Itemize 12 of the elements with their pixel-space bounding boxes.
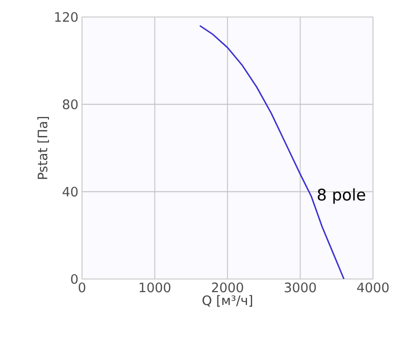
x-tick-label: 0 xyxy=(78,282,86,292)
y-axis-title: Pstat [Па] xyxy=(37,116,49,179)
x-tick-label: 4000 xyxy=(357,282,389,292)
y-tick-label: 0 xyxy=(71,274,78,284)
series-label: 8 pole xyxy=(318,188,366,204)
x-tick-label: 3000 xyxy=(284,282,316,292)
y-tick-label: 120 xyxy=(55,12,78,22)
x-tick-label: 2000 xyxy=(212,282,244,292)
y-tick-label: 40 xyxy=(62,186,78,197)
x-tick-label: 1000 xyxy=(140,282,170,292)
x-axis-title: Q [м³/ч] xyxy=(202,295,252,307)
y-tick-label: 80 xyxy=(62,99,78,110)
